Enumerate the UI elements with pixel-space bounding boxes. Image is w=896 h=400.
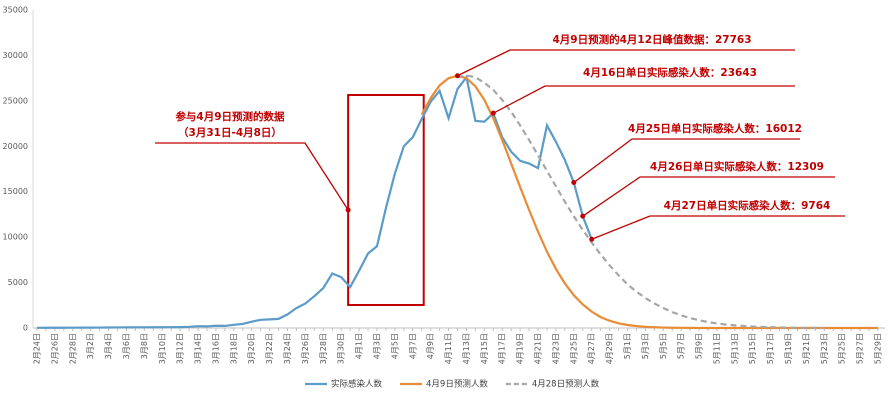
legend-label: 4月28日预测人数: [532, 379, 600, 390]
x-tick-label: 5月1日: [623, 333, 632, 359]
annotation: 4月16日单日实际感染人数：23643: [583, 66, 757, 79]
x-tick-label: 4月3日: [372, 333, 381, 359]
highlight-box: [347, 94, 425, 306]
x-tick-label: 5月9日: [695, 333, 704, 359]
x-tick-label: 5月25日: [838, 333, 847, 364]
x-tick-label: 3月14日: [194, 333, 203, 364]
annotation-dot: [580, 213, 586, 219]
x-tick-label: 2月28日: [68, 333, 77, 364]
x-tick-label: 5月13日: [730, 333, 739, 364]
x-tick-label: 4月11日: [444, 333, 453, 364]
leader-line: [492, 85, 795, 114]
x-tick-label: 4月13日: [462, 333, 471, 364]
x-tick-label: 4月17日: [498, 333, 507, 364]
series-line: [457, 74, 825, 330]
leader-line: [582, 176, 835, 217]
y-tick-label: 35000: [3, 6, 28, 15]
annotation-dot: [490, 110, 496, 116]
y-tick-label: 20000: [3, 142, 28, 151]
annotation: 4月26日单日实际感染人数：12309: [650, 160, 824, 173]
x-tick-label: 2月24日: [33, 333, 42, 364]
legend-label: 实际感染人数: [331, 379, 383, 390]
y-tick-label: 0: [23, 324, 28, 333]
x-tick-label: 4月9日: [426, 333, 435, 359]
x-tick-label: 5月5日: [659, 333, 668, 359]
x-tick-label: 4月29日: [605, 333, 614, 364]
x-tick-label: 4月1日: [355, 333, 364, 359]
annotation: 4月27日单日实际感染人数：9764: [664, 199, 831, 212]
x-tick-label: 5月29日: [874, 333, 883, 364]
x-tick-label: 3月6日: [122, 333, 131, 359]
annotation: （3月31日-4月8日）: [178, 126, 282, 139]
legend-label: 4月9日预测人数: [426, 379, 488, 390]
x-tick-label: 3月2日: [86, 333, 95, 359]
x-tick-label: 3月8日: [140, 333, 149, 359]
y-tick-label: 10000: [3, 233, 28, 242]
x-tick-label: 4月19日: [516, 333, 525, 364]
annotation: 参与4月9日预测的数据: [175, 110, 285, 123]
x-tick-label: 5月19日: [784, 333, 793, 364]
x-tick-label: 4月27日: [587, 333, 596, 364]
x-tick-label: 5月27日: [856, 333, 865, 364]
x-tick-label: 5月23日: [820, 333, 829, 364]
x-tick-label: 3月22日: [265, 333, 274, 364]
y-tick-label: 15000: [3, 187, 28, 196]
x-tick-label: 5月17日: [766, 333, 775, 364]
annotation-dot: [571, 180, 577, 186]
x-tick-label: 2月26日: [50, 333, 59, 364]
y-tick-label: 25000: [3, 96, 28, 105]
y-tick-label: 30000: [3, 51, 28, 60]
annotation: 4月9日预测的4月12日峰值数据：27763: [552, 33, 751, 46]
leader-line: [591, 215, 845, 240]
x-tick-label: 3月16日: [211, 333, 220, 364]
x-tick-label: 3月4日: [104, 333, 113, 359]
x-tick-label: 5月21日: [802, 333, 811, 364]
annotation-dot: [455, 73, 460, 79]
x-tick-label: 4月21日: [534, 333, 543, 364]
x-tick-label: 3月18日: [229, 333, 238, 364]
x-tick-label: 5月15日: [748, 333, 757, 364]
series-line: [36, 74, 593, 329]
x-tick-label: 3月20日: [247, 333, 256, 364]
x-tick-label: 3月10日: [158, 333, 167, 364]
x-tick-label: 4月15日: [480, 333, 489, 364]
annotation: 4月25日单日实际感染人数：16012: [628, 122, 802, 135]
annotation-dot: [345, 207, 351, 213]
y-tick-label: 5000: [8, 278, 28, 287]
x-tick-label: 3月30日: [337, 333, 346, 364]
x-tick-label: 4月25日: [569, 333, 578, 364]
x-tick-label: 4月23日: [551, 333, 560, 364]
x-tick-label: 3月24日: [283, 333, 292, 364]
leader-line: [457, 49, 795, 77]
x-tick-label: 3月26日: [301, 333, 310, 364]
x-tick-label: 5月7日: [677, 333, 686, 359]
x-tick-label: 5月3日: [641, 333, 650, 359]
x-tick-label: 3月28日: [319, 333, 328, 364]
x-tick-label: 5月11日: [712, 333, 721, 364]
leader-line: [573, 138, 800, 184]
leader-line: [155, 142, 349, 211]
annotation-dot: [589, 236, 595, 242]
x-tick-label: 3月12日: [176, 333, 185, 364]
x-tick-label: 4月5日: [390, 333, 399, 359]
x-tick-label: 4月7日: [408, 333, 417, 359]
